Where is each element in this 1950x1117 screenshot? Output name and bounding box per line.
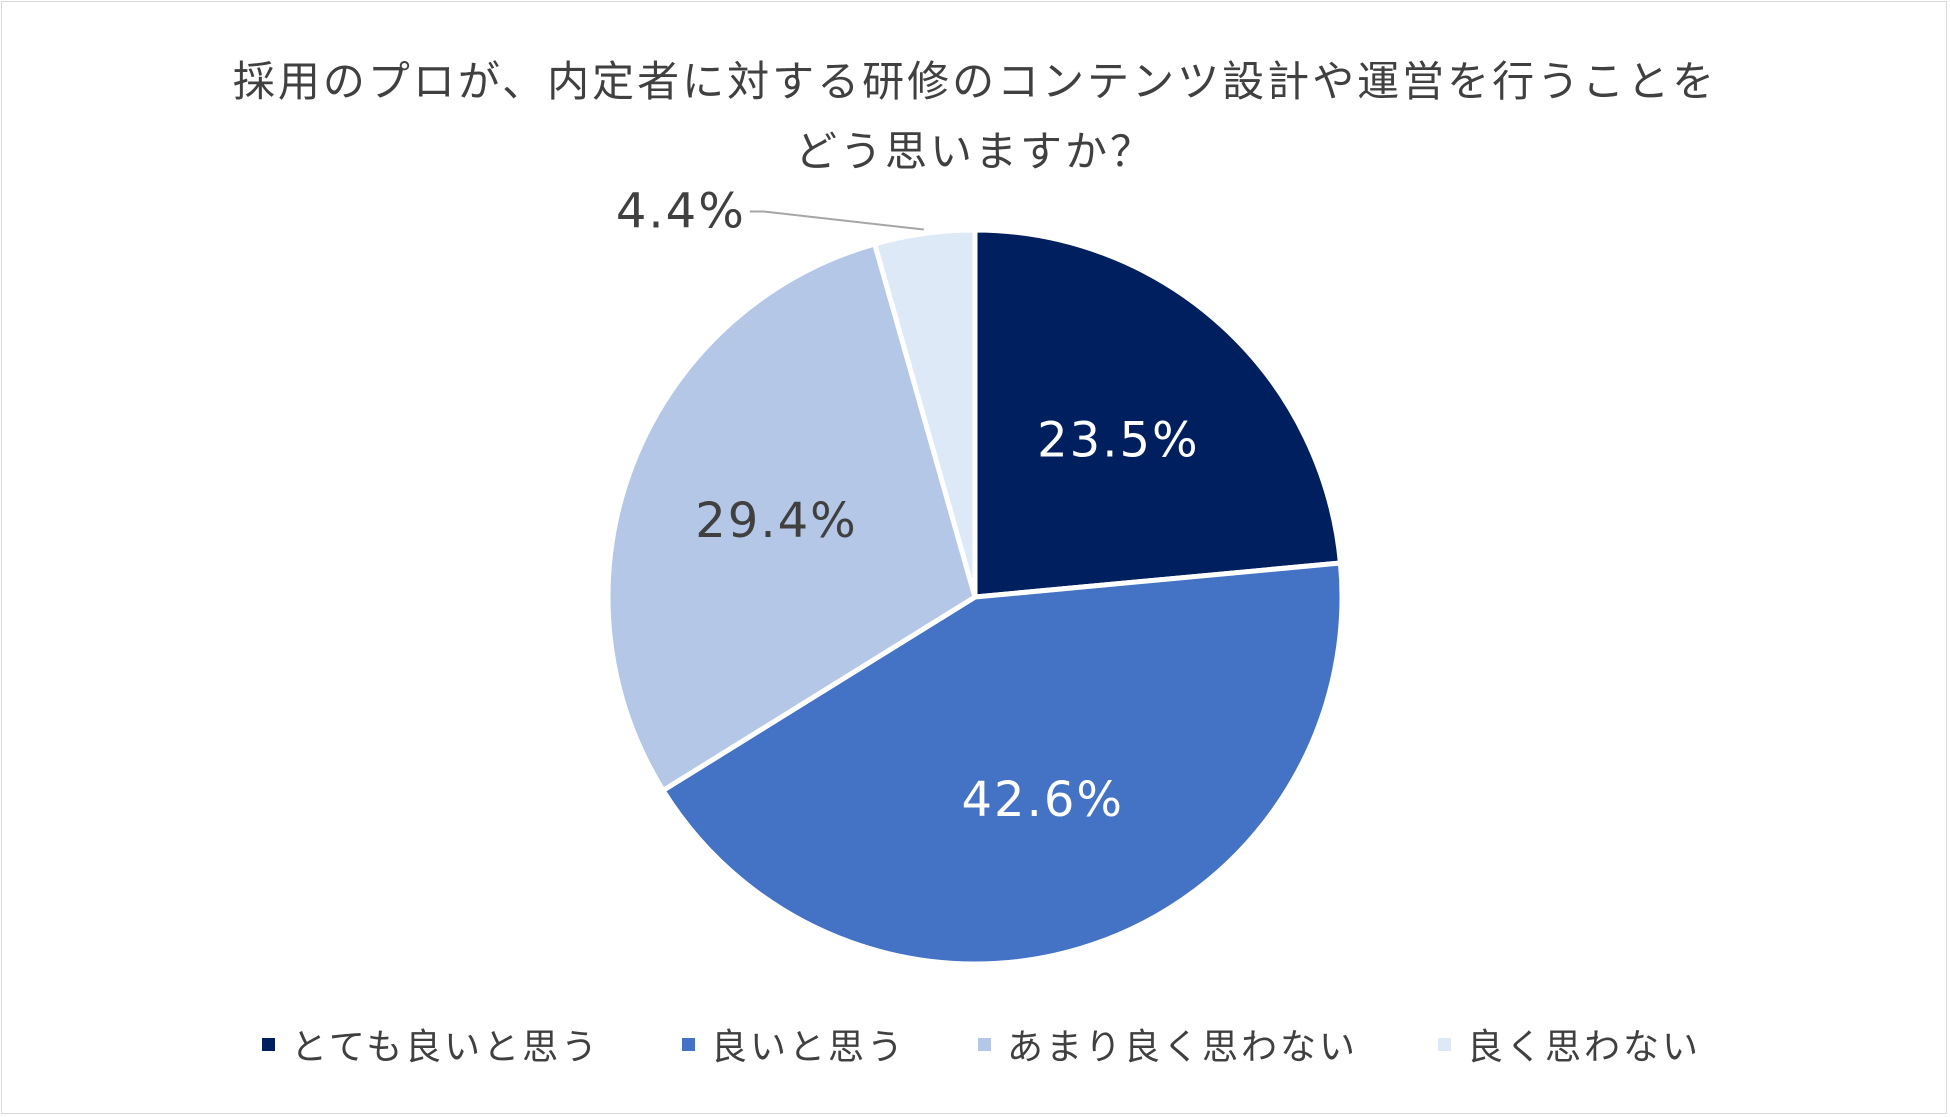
legend-item-very-good: とても良いと思う	[262, 1018, 600, 1070]
pie-slices	[605, 227, 1345, 967]
chart-title-line-1: 採用のプロが、内定者に対する研修のコンテンツ設計や運営を行うことを	[232, 57, 1718, 106]
data-label-very-good: 23.5%	[1037, 413, 1199, 469]
leader-line	[749, 210, 924, 231]
data-label-not-good: 4.4%	[616, 184, 746, 240]
slice-not-very-good	[605, 241, 978, 793]
slice-not-good	[872, 227, 978, 600]
legend-swatch	[1438, 1037, 1451, 1051]
legend-swatch	[262, 1037, 275, 1051]
legend-label: あまり良く思わない	[1007, 1027, 1359, 1068]
chart-title-line-2: どう思いますか？	[794, 127, 1155, 176]
legend-item-good: 良いと思う	[682, 1018, 906, 1070]
chart-legend: とても良いと思う 良いと思う あまり良く思わない 良く思わない	[0, 1018, 1950, 1078]
legend-label: 良いと思う	[711, 1027, 907, 1068]
legend-label: 良く思わない	[1467, 1027, 1702, 1068]
slice-very-good	[972, 227, 1343, 600]
legend-item-not-very-good: あまり良く思わない	[978, 1018, 1358, 1070]
data-label-good: 42.6%	[962, 772, 1124, 828]
slice-good	[660, 560, 1345, 967]
legend-label: とても良いと思う	[291, 1027, 601, 1068]
legend-item-not-good: 良く思わない	[1438, 1018, 1701, 1070]
data-label-not-very-good: 29.4%	[695, 493, 857, 549]
legend-swatch	[978, 1037, 991, 1051]
legend-swatch	[682, 1037, 695, 1051]
pie-labels: 23.5% 42.6% 29.4% 4.4%	[616, 184, 1199, 828]
